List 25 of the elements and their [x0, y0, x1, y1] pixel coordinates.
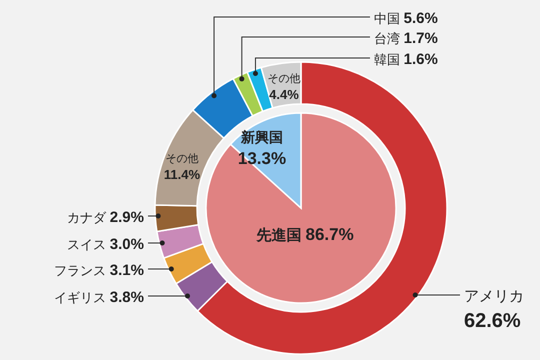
data-label: 1.7% — [404, 30, 438, 47]
slice-label: 台湾 — [374, 31, 404, 46]
data-label: 11.4% — [164, 167, 201, 182]
slice-label: その他 — [268, 73, 300, 85]
slice-label: 先進国 — [255, 227, 306, 244]
slice-label: 新興国 — [240, 129, 283, 145]
slice-label: 中国 — [374, 11, 404, 26]
data-label: 3.8% — [110, 289, 144, 306]
slice-label: 韓国 — [374, 52, 404, 67]
slice-label: フランス — [54, 263, 110, 278]
slice-label: スイス — [67, 237, 110, 252]
data-label: 5.6% — [404, 10, 438, 27]
data-label: 3.0% — [110, 236, 144, 253]
slice-label: イギリス — [54, 290, 110, 305]
data-label: 3.1% — [110, 262, 144, 279]
data-label: 2.9% — [110, 209, 144, 226]
data-label: 86.7% — [305, 225, 354, 244]
slice-label: その他 — [166, 153, 198, 165]
data-label: 4.4% — [269, 87, 300, 102]
data-label: 1.6% — [404, 51, 438, 68]
pie-slice — [205, 112, 397, 304]
data-label: 13.3% — [238, 149, 286, 168]
data-label: 62.6% — [464, 310, 521, 332]
slice-label: アメリカ — [464, 288, 524, 305]
slice-label: カナダ — [67, 210, 110, 225]
